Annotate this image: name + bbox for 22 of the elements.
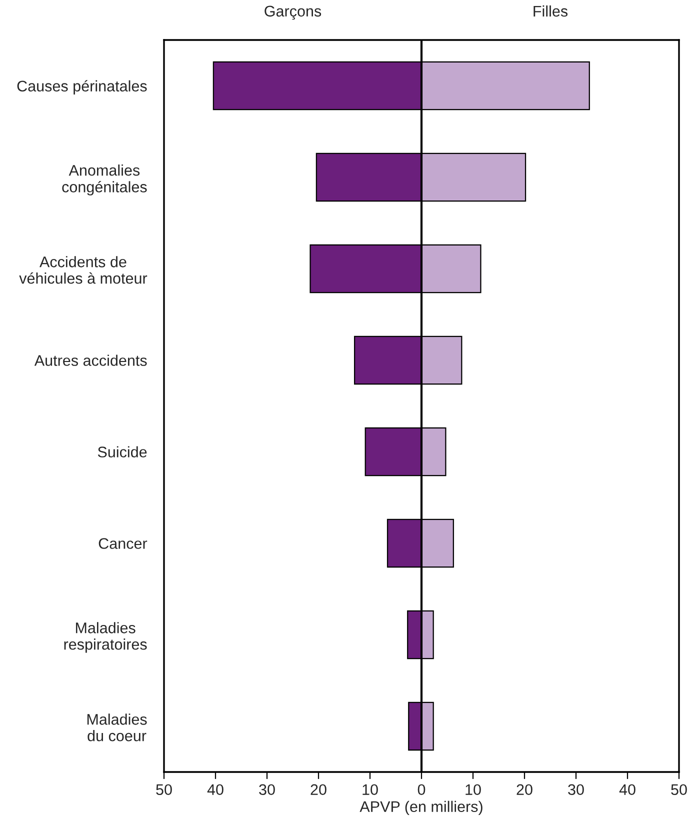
y-tick-label: Causes périnatales	[17, 80, 147, 95]
x-tick-label: 20	[516, 784, 532, 796]
x-tick-label: 40	[207, 784, 224, 796]
y-tick-label: Suicide	[98, 446, 147, 458]
y-tick-label: Maladies du coeur	[87, 714, 147, 742]
x-tick-label: 10	[466, 784, 481, 796]
text: Filles	[534, 5, 568, 17]
y-tick-label: Maladies respiratoires	[64, 622, 147, 653]
text: Garçons	[264, 6, 322, 20]
x-axis-title: APVP (en milliers)	[360, 800, 482, 816]
x-tick-label: 30	[259, 784, 275, 796]
x-tick-label: 50	[156, 784, 172, 796]
x-tick-label: 40	[619, 784, 636, 796]
x-tick-label: 10	[362, 784, 378, 796]
y-tick-label: Anomalies congénitales	[62, 164, 147, 196]
y-tick-label: Autres accidents	[34, 354, 147, 366]
x-tick-label: 20	[310, 784, 326, 796]
x-tick-label: 0	[418, 784, 426, 796]
y-tick-label: Accidents de véhicules à moteur	[19, 256, 148, 284]
y-tick-label: Cancer	[98, 538, 148, 549]
x-tick-label: 30	[568, 784, 584, 796]
x-tick-label: 50	[671, 784, 687, 796]
